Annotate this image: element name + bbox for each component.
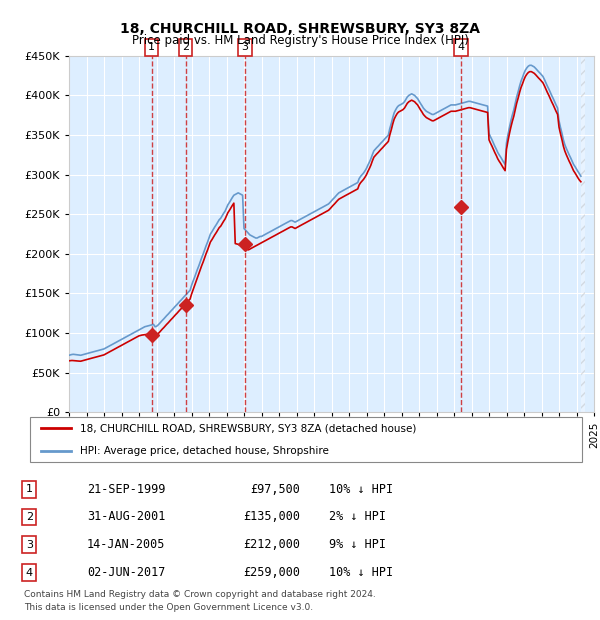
Text: 31-AUG-2001: 31-AUG-2001 bbox=[87, 510, 165, 523]
FancyBboxPatch shape bbox=[30, 417, 582, 462]
Text: 1: 1 bbox=[26, 484, 33, 494]
Text: £97,500: £97,500 bbox=[250, 483, 300, 495]
Text: £212,000: £212,000 bbox=[243, 538, 300, 551]
Text: 21-SEP-1999: 21-SEP-1999 bbox=[87, 483, 165, 495]
Text: 2% ↓ HPI: 2% ↓ HPI bbox=[329, 510, 386, 523]
Text: 2: 2 bbox=[182, 42, 189, 52]
Text: 3: 3 bbox=[241, 42, 248, 52]
Text: 10% ↓ HPI: 10% ↓ HPI bbox=[329, 566, 393, 579]
Text: Contains HM Land Registry data © Crown copyright and database right 2024.: Contains HM Land Registry data © Crown c… bbox=[24, 590, 376, 600]
Text: 4: 4 bbox=[458, 42, 465, 52]
Text: 1: 1 bbox=[148, 42, 155, 52]
Text: 2: 2 bbox=[26, 512, 33, 522]
Text: HPI: Average price, detached house, Shropshire: HPI: Average price, detached house, Shro… bbox=[80, 446, 329, 456]
Bar bbox=[581, 56, 585, 412]
Text: 4: 4 bbox=[26, 567, 33, 578]
Text: £259,000: £259,000 bbox=[243, 566, 300, 579]
Text: 10% ↓ HPI: 10% ↓ HPI bbox=[329, 483, 393, 495]
Text: This data is licensed under the Open Government Licence v3.0.: This data is licensed under the Open Gov… bbox=[24, 603, 313, 612]
Text: 3: 3 bbox=[26, 540, 33, 550]
Text: 9% ↓ HPI: 9% ↓ HPI bbox=[329, 538, 386, 551]
Text: 18, CHURCHILL ROAD, SHREWSBURY, SY3 8ZA (detached house): 18, CHURCHILL ROAD, SHREWSBURY, SY3 8ZA … bbox=[80, 423, 416, 433]
Text: 18, CHURCHILL ROAD, SHREWSBURY, SY3 8ZA: 18, CHURCHILL ROAD, SHREWSBURY, SY3 8ZA bbox=[120, 22, 480, 36]
Text: 14-JAN-2005: 14-JAN-2005 bbox=[87, 538, 165, 551]
Text: £135,000: £135,000 bbox=[243, 510, 300, 523]
Text: Price paid vs. HM Land Registry's House Price Index (HPI): Price paid vs. HM Land Registry's House … bbox=[131, 34, 469, 47]
Text: 02-JUN-2017: 02-JUN-2017 bbox=[87, 566, 165, 579]
